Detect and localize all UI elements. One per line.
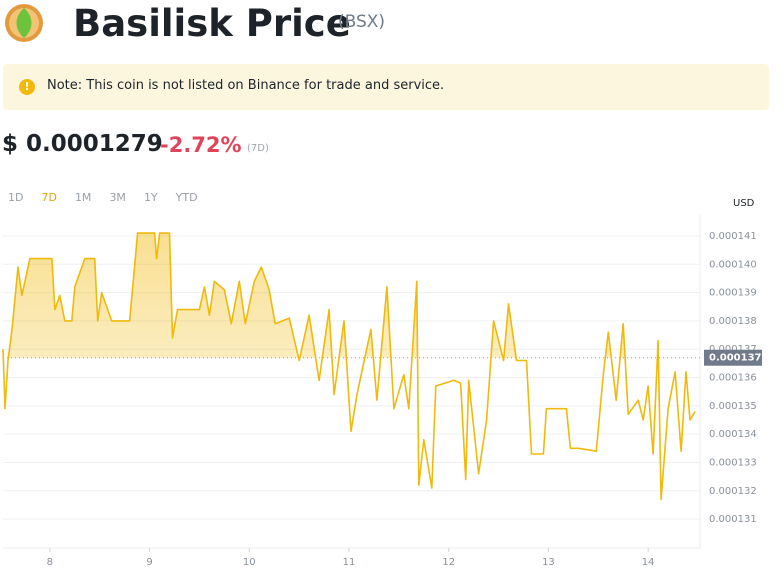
y-tick-label: 0.000139 xyxy=(709,288,757,299)
y-tick-label: 0.000141 xyxy=(709,231,757,242)
note-icon: ! xyxy=(19,79,35,95)
area-fill xyxy=(3,233,695,358)
x-tick-label: 12 xyxy=(442,557,455,568)
y-tick-label: 0.000138 xyxy=(709,316,757,327)
x-tick-label: 9 xyxy=(146,557,152,568)
range-tabs: 1D 7D 1M 3M 1Y YTD xyxy=(8,191,216,204)
current-price-label: 0.000137 xyxy=(709,353,762,364)
y-tick-label: 0.000136 xyxy=(709,373,757,384)
y-tick-label: 0.000131 xyxy=(709,514,757,525)
x-tick-label: 11 xyxy=(343,557,356,568)
y-tick-label: 0.000140 xyxy=(709,259,757,270)
price-line xyxy=(2,232,696,501)
price-change: -2.72% xyxy=(160,133,242,157)
coin-logo xyxy=(5,4,43,42)
note-text: Note: This coin is not listed on Binance… xyxy=(47,78,445,93)
note-banner: ! Note: This coin is not listed on Binan… xyxy=(3,64,769,110)
price: $ 0.0001279 xyxy=(2,131,163,157)
range-tab[interactable]: 1M xyxy=(74,191,92,204)
range-tab[interactable]: 1Y xyxy=(143,191,158,204)
y-axis-label: USD xyxy=(733,198,755,209)
x-tick-label: 13 xyxy=(542,557,555,568)
x-tick-label: 14 xyxy=(642,557,655,568)
x-tick-label: 10 xyxy=(243,557,256,568)
range-tab[interactable]: 3M xyxy=(109,191,126,204)
y-tick-label: 0.000135 xyxy=(709,401,757,412)
y-tick-label: 0.000133 xyxy=(709,457,757,468)
period: (7D) xyxy=(247,143,269,154)
symbol: (BSX) xyxy=(338,12,386,32)
x-tick-label: 8 xyxy=(47,557,53,568)
range-tab[interactable]: 1D xyxy=(8,191,24,204)
title: Basilisk Price xyxy=(73,2,351,45)
current-price-box xyxy=(704,349,762,366)
y-tick-label: 0.000132 xyxy=(709,486,757,497)
range-tab[interactable]: 7D xyxy=(41,191,57,204)
y-tick-label: 0.000134 xyxy=(709,429,757,440)
range-tab[interactable]: YTD xyxy=(175,191,198,204)
